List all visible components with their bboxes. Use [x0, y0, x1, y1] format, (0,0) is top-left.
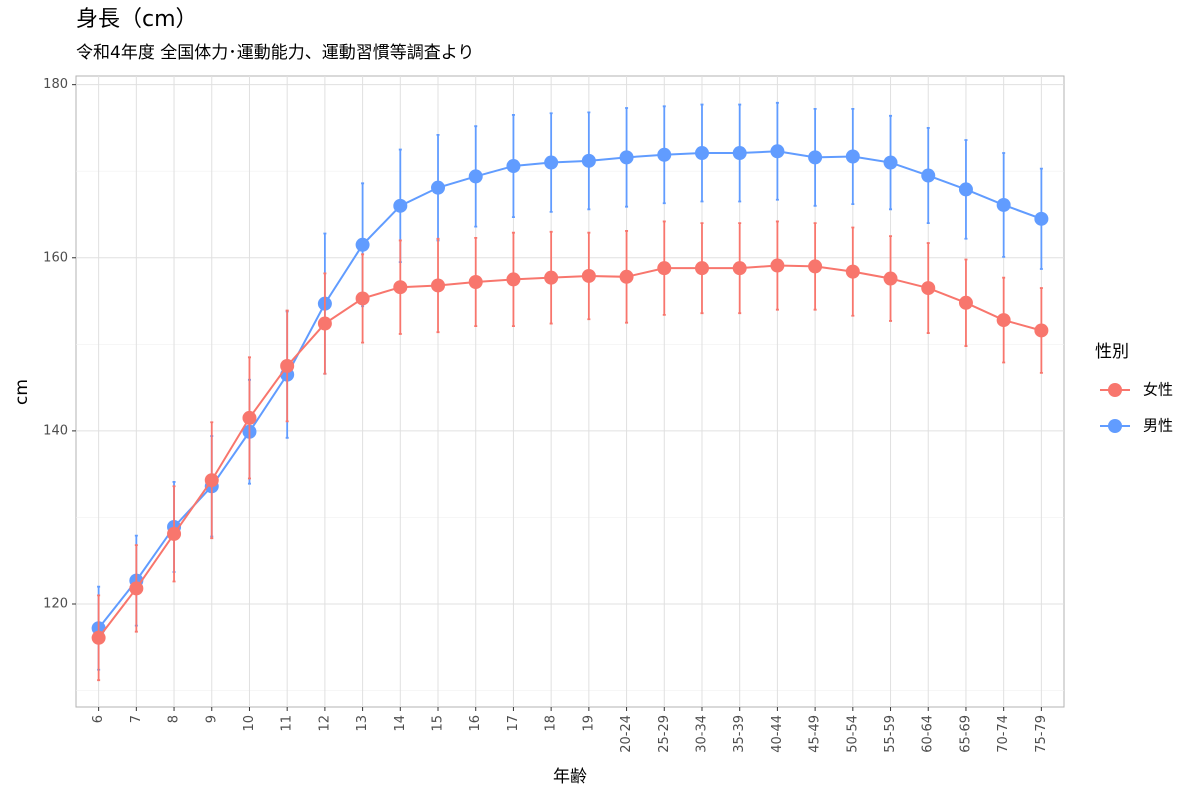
x-tick-label: 60-64	[921, 715, 936, 753]
point	[996, 313, 1011, 328]
x-tick-label: 8	[167, 715, 182, 723]
point	[883, 155, 898, 170]
x-tick-label: 40-44	[770, 715, 785, 753]
x-tick-label: 16	[468, 715, 483, 732]
legend-marker	[1108, 383, 1122, 397]
x-tick-label: 50-54	[845, 715, 860, 753]
x-tick-label: 19	[581, 715, 596, 732]
x-tick-label: 11	[280, 715, 295, 732]
y-tick-label: 120	[43, 596, 68, 611]
series	[91, 220, 1049, 682]
point	[619, 269, 634, 284]
point	[393, 198, 408, 213]
y-tick-label: 140	[43, 423, 68, 438]
x-tick-label: 25-29	[657, 715, 672, 753]
y-tick-label: 180	[43, 77, 68, 92]
chart-subtitle: 令和4年度 全国体力･運動能力、運動習慣等調査より	[76, 43, 474, 63]
point	[657, 147, 672, 162]
point	[431, 278, 446, 293]
point	[393, 280, 408, 295]
x-tick-label: 45-49	[808, 715, 823, 753]
x-tick-label: 75-79	[1034, 715, 1049, 753]
point	[506, 159, 521, 174]
legend-label: 女性	[1143, 381, 1173, 399]
x-axis-title: 年齢	[553, 767, 587, 787]
x-tick-label: 17	[506, 715, 521, 732]
point	[921, 168, 936, 183]
x-tick-label: 35-39	[732, 715, 747, 753]
point	[91, 630, 106, 645]
y-axis-title: cm	[12, 379, 32, 405]
point	[732, 146, 747, 161]
point	[1034, 211, 1049, 226]
x-tick-label: 6	[91, 715, 106, 723]
legend-marker	[1108, 419, 1122, 433]
point	[883, 271, 898, 286]
point	[506, 272, 521, 287]
point	[204, 473, 219, 488]
x-tick-label: 70-74	[996, 715, 1011, 753]
point	[958, 182, 973, 197]
x-tick-label: 12	[317, 715, 332, 732]
x-tick-label: 13	[355, 715, 370, 732]
point	[468, 169, 483, 184]
chart-title: 身長（cm）	[76, 7, 198, 32]
x-tick-label: 15	[431, 715, 446, 732]
legend-title: 性別	[1095, 342, 1129, 362]
x-tick-label: 30-34	[694, 715, 709, 753]
x-tick-label: 9	[204, 715, 219, 723]
point	[280, 358, 295, 373]
x-tick-label: 7	[129, 715, 144, 723]
point	[355, 291, 370, 306]
point	[996, 197, 1011, 212]
point	[770, 258, 785, 273]
point	[129, 581, 144, 596]
y-tick-label: 160	[43, 250, 68, 265]
x-tick-label: 20-24	[619, 715, 634, 753]
point	[581, 268, 596, 283]
point	[317, 316, 332, 331]
point	[845, 149, 860, 164]
x-tick-label: 65-69	[958, 715, 973, 753]
point	[808, 259, 823, 274]
point	[921, 281, 936, 296]
point	[732, 261, 747, 276]
x-tick-label: 18	[544, 715, 559, 732]
point	[1034, 323, 1049, 338]
plot-panel	[75, 75, 1065, 708]
point	[770, 144, 785, 159]
point	[694, 146, 709, 161]
point	[619, 150, 634, 165]
point	[355, 237, 370, 252]
point	[242, 410, 257, 425]
point	[657, 261, 672, 276]
point	[544, 155, 559, 170]
point	[468, 275, 483, 290]
point	[581, 153, 596, 168]
x-tick-label: 55-59	[883, 715, 898, 753]
legend-label: 男性	[1143, 417, 1173, 435]
point	[544, 270, 559, 285]
point	[167, 526, 182, 541]
point	[958, 295, 973, 310]
point	[431, 180, 446, 195]
x-tick-label: 10	[242, 715, 257, 732]
point	[808, 150, 823, 165]
point	[694, 261, 709, 276]
point	[845, 264, 860, 279]
x-tick-label: 14	[393, 715, 408, 732]
